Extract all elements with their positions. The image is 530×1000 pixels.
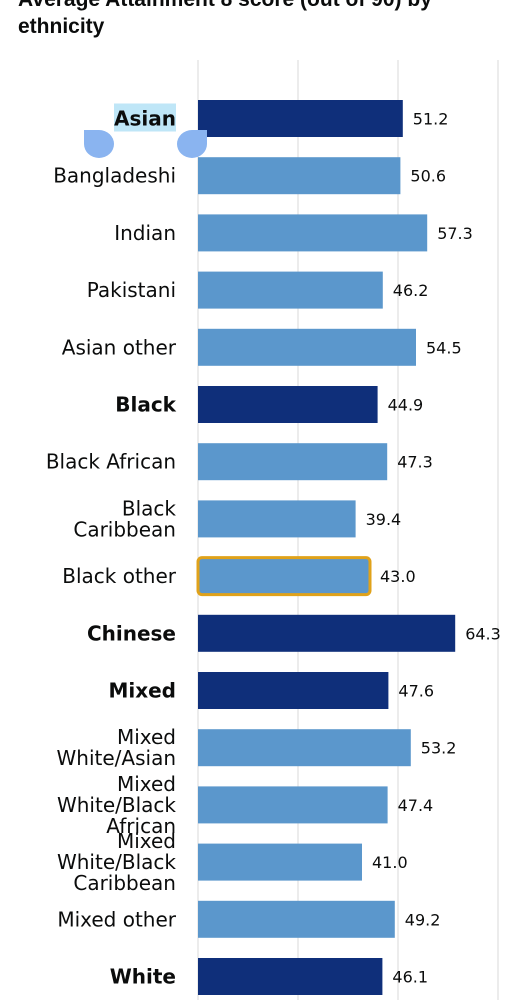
category-labels: Asian Bangladeshi Indian Pakistani Asian oth…	[46, 107, 177, 989]
category-label-mixed-white-black-african: Mixed White/Black African	[57, 772, 176, 838]
bar-pakistani[interactable]	[198, 271, 383, 309]
bar-asian-other[interactable]	[198, 328, 416, 366]
value-label-asian: 51.2	[413, 110, 449, 129]
bar-black[interactable]	[198, 386, 378, 423]
value-label-mixed-white-asian: 53.2	[421, 739, 457, 758]
bar-mixed[interactable]	[198, 672, 389, 709]
selection-highlight	[114, 103, 176, 132]
category-label-bangladeshi: Bangladeshi	[53, 164, 176, 188]
category-label-asian: Asian	[114, 107, 176, 131]
value-label-black-other: 43.0	[380, 567, 416, 586]
category-label-indian: Indian	[114, 221, 176, 245]
category-label-black-african: Black African	[46, 450, 176, 474]
bar-black-caribbean[interactable]	[198, 500, 356, 538]
category-label-mixed-other: Mixed other	[57, 907, 176, 931]
value-label-asian-other: 54.5	[426, 338, 462, 357]
bar-mixed-white-black-caribbean[interactable]	[198, 843, 362, 881]
category-label-black-other: Black other	[62, 564, 177, 588]
value-label-chinese: 64.3	[465, 624, 501, 643]
category-label-mixed-white-asian: Mixed White/Asian	[57, 725, 176, 770]
value-label-pakistani: 46.2	[393, 281, 429, 300]
bar-bangladeshi[interactable]	[198, 157, 401, 195]
category-label-chinese: Chinese	[87, 621, 176, 645]
value-label-mixed-other: 49.2	[405, 910, 441, 929]
bar-white[interactable]	[198, 958, 383, 995]
bar-chinese[interactable]	[198, 614, 456, 652]
bar-mixed-white-black-african[interactable]	[198, 786, 388, 824]
bar-black-african[interactable]	[198, 443, 388, 481]
value-labels: 51.2 50.6 57.3 46.2 54.5 44.9 47.3 39.4 43.0 64.3…	[366, 110, 501, 987]
value-label-black-african: 47.3	[397, 453, 433, 472]
value-label-indian: 57.3	[437, 224, 473, 243]
value-label-mixed-white-black-caribbean: 41.0	[372, 853, 408, 872]
category-label-black: Black	[115, 393, 176, 417]
value-label-mixed: 47.6	[398, 682, 434, 701]
bar-mixed-white-asian[interactable]	[198, 729, 411, 767]
category-label-asian-other: Asian other	[62, 335, 177, 359]
chart-title: Average Attainment 8 score (out of 90) b…	[18, 0, 432, 38]
category-label-mixed-white-black-caribbean: Mixed White/Black Caribbean	[57, 829, 176, 895]
selection-handle-right[interactable]	[177, 130, 207, 158]
value-label-black: 44.9	[388, 396, 424, 415]
selection-handle-left[interactable]	[84, 130, 114, 158]
value-label-bangladeshi: 50.6	[410, 167, 446, 186]
bars	[196, 100, 456, 995]
category-label-mixed: Mixed	[108, 679, 176, 703]
value-label-white: 46.1	[392, 968, 428, 987]
bar-indian[interactable]	[198, 214, 428, 252]
category-label-pakistani: Pakistani	[87, 278, 176, 302]
category-label-white: White	[110, 965, 176, 989]
bar-black-other[interactable]	[196, 556, 372, 597]
bar-asian[interactable]	[198, 100, 403, 137]
value-label-mixed-white-black-african: 47.4	[398, 796, 434, 815]
bar-mixed-other[interactable]	[198, 900, 395, 938]
value-label-black-caribbean: 39.4	[366, 510, 402, 529]
text-selection	[114, 103, 176, 132]
category-label-black-caribbean: Black Caribbean	[73, 496, 176, 541]
